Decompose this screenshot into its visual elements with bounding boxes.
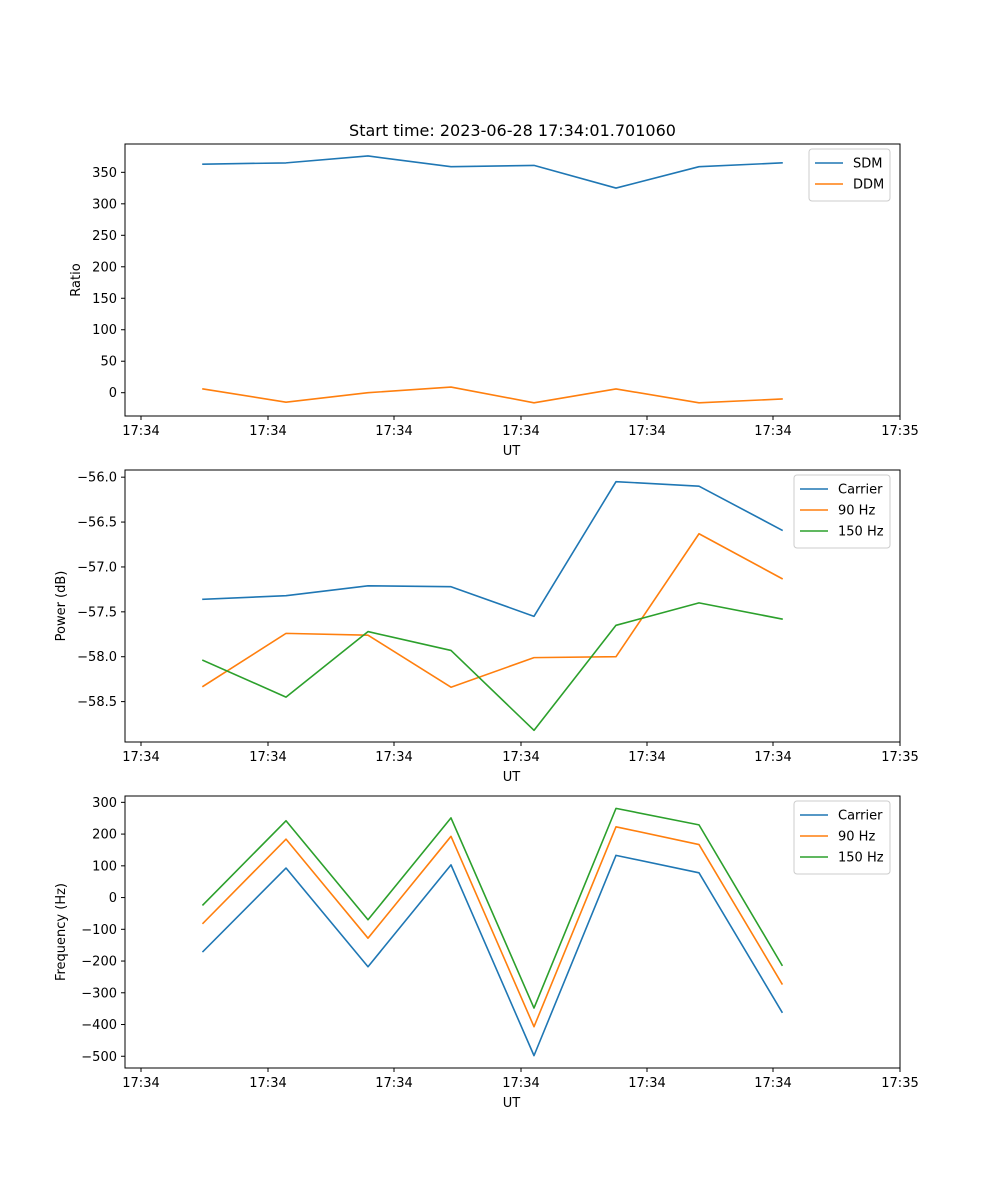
y-tick-label: 300	[92, 796, 117, 811]
y-tick-label: −100	[81, 923, 117, 938]
y-tick-label: −58.0	[77, 650, 117, 665]
legend-label: Carrier	[838, 483, 883, 498]
y-tick-label: 200	[92, 260, 117, 275]
y-tick-label: −57.5	[77, 605, 117, 620]
y-tick-label: −57.0	[77, 560, 117, 575]
y-tick-label: 100	[92, 323, 117, 338]
y-axis-label: Power (dB)	[54, 571, 69, 642]
series-line-ddm	[202, 386, 783, 404]
series-line-carrier	[202, 480, 784, 618]
series-line-90-hz	[201, 532, 784, 689]
x-tick-label: 17:34	[754, 750, 791, 765]
legend-box	[793, 800, 891, 875]
y-tick-label: −400	[81, 1018, 117, 1033]
y-tick-label: −200	[81, 955, 117, 970]
x-axis-label: UT	[503, 770, 521, 785]
y-axis-label: Frequency (Hz)	[54, 883, 69, 981]
x-tick-label: 17:34	[122, 1076, 159, 1091]
y-tick-label: 250	[92, 229, 117, 244]
x-tick-label: 17:34	[628, 424, 665, 439]
legend-box	[808, 148, 891, 202]
legend-label: SDM	[853, 157, 882, 172]
y-tick-label: 0	[109, 386, 117, 401]
x-tick-label: 17:34	[249, 1076, 286, 1091]
legend: Carrier 90 Hz 150 Hz	[793, 800, 891, 875]
plot-area	[124, 469, 901, 743]
y-tick-label: −500	[81, 1050, 117, 1065]
y-tick-label: 150	[92, 292, 117, 307]
y-axis-label: Ratio	[69, 263, 84, 296]
plot-area	[124, 143, 901, 417]
x-tick-label: 17:34	[628, 750, 665, 765]
x-tick-label: 17:34	[249, 750, 286, 765]
x-tick-label: 17:34	[375, 424, 412, 439]
x-tick-label: 17:34	[122, 750, 159, 765]
legend-label: 150 Hz	[838, 525, 884, 540]
y-tick-label: 100	[92, 859, 117, 874]
plot-area	[124, 795, 901, 1069]
x-tick-label: 17:34	[502, 1076, 539, 1091]
legend-label: 90 Hz	[838, 830, 875, 845]
chart-title: Start time: 2023-06-28 17:34:01.701060	[349, 121, 676, 140]
legend: SDM DDM	[808, 148, 891, 202]
x-tick-label: 17:34	[754, 424, 791, 439]
legend-label: 150 Hz	[838, 851, 884, 866]
series-line-sdm	[202, 155, 783, 189]
y-tick-label: −300	[81, 986, 117, 1001]
x-tick-label: 17:35	[881, 1076, 918, 1091]
chart-panel-2: 17:34 17:34 17:34 17:34 17:34 17:34 17:35 −58.5…	[54, 469, 919, 785]
legend-label: DDM	[853, 178, 884, 193]
y-tick-label: −56.5	[77, 516, 117, 531]
x-tick-label: 17:35	[881, 750, 918, 765]
y-tick-label: 0	[109, 891, 117, 906]
y-tick-label: 200	[92, 828, 117, 843]
series-line-90-hz	[201, 825, 784, 1028]
y-tick-label: 300	[92, 197, 117, 212]
x-tick-label: 17:34	[375, 1076, 412, 1091]
x-tick-label: 17:34	[502, 424, 539, 439]
series-line-150-hz	[201, 807, 784, 1009]
x-tick-label: 17:34	[122, 424, 159, 439]
legend: Carrier 90 Hz 150 Hz	[793, 474, 891, 549]
series-line-150-hz	[201, 602, 783, 732]
y-tick-label: 50	[100, 355, 117, 370]
x-tick-label: 17:34	[249, 424, 286, 439]
x-tick-label: 17:34	[628, 1076, 665, 1091]
y-tick-label: −58.5	[77, 695, 117, 710]
y-tick-label: 350	[92, 166, 117, 181]
chart-panel-3: 17:34 17:34 17:34 17:34 17:34 17:34 17:35 −500 −…	[54, 795, 919, 1111]
x-axis-label: UT	[503, 1096, 521, 1111]
legend-label: Carrier	[838, 809, 883, 824]
x-tick-label: 17:34	[375, 750, 412, 765]
legend-label: 90 Hz	[838, 504, 875, 519]
series-line-carrier	[201, 854, 784, 1057]
x-tick-label: 17:35	[881, 424, 918, 439]
x-axis-label: UT	[503, 444, 521, 459]
chart-panel-1: 17:34 17:34 17:34 17:34 17:34 17:34 17:35 0 50 10…	[69, 121, 919, 459]
legend-box	[793, 474, 891, 549]
x-tick-label: 17:34	[502, 750, 539, 765]
x-tick-label: 17:34	[754, 1076, 791, 1091]
y-tick-label: −56.0	[77, 471, 117, 486]
